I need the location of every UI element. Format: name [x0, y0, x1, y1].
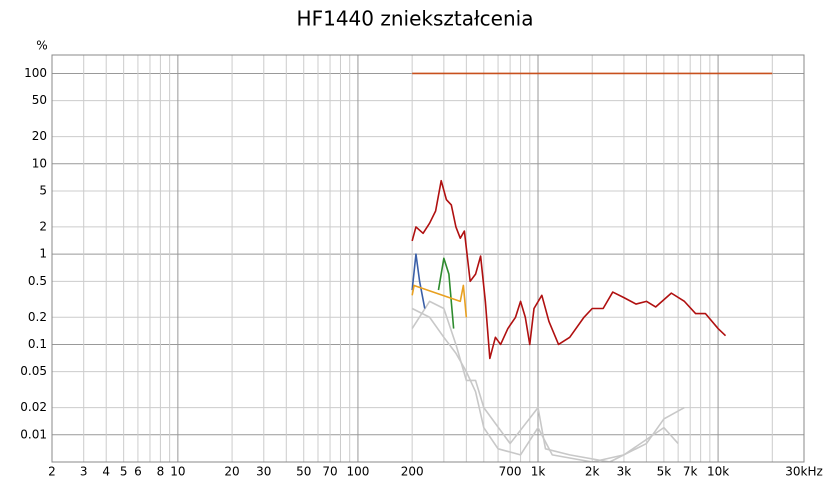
y-tick-label: 0.02	[20, 400, 47, 414]
x-tick-label: 30	[256, 465, 271, 479]
x-tick-label: 20	[224, 465, 239, 479]
x-tick-label: 3k	[617, 465, 632, 479]
x-tick-label: 8	[157, 465, 165, 479]
x-tick-label: 5	[120, 465, 128, 479]
x-tick-label: 7k	[683, 465, 698, 479]
series-line	[411, 179, 727, 360]
series-line	[411, 300, 685, 462]
plot-frame	[51, 54, 805, 463]
x-tick-label: 30kHz	[785, 465, 823, 479]
y-tick-label: 0.5	[28, 274, 47, 288]
y-tick-label: 0.05	[20, 364, 47, 378]
y-tick-label: 100	[24, 66, 47, 80]
chart-title: HF1440 zniekształcenia	[297, 7, 534, 31]
x-tick-label: 10	[170, 465, 185, 479]
y-axis-label: %	[36, 39, 47, 53]
y-tick-label: 2	[39, 219, 47, 233]
x-tick-label: 70	[322, 465, 337, 479]
x-tick-label: 1k	[531, 465, 546, 479]
x-tick-label: 3	[80, 465, 88, 479]
x-tick-label: 5k	[657, 465, 672, 479]
x-tick-label: 10k	[707, 465, 729, 479]
series-line	[411, 253, 426, 309]
x-tick-label: 100	[346, 465, 369, 479]
x-tick-label: 2	[48, 465, 56, 479]
y-tick-label: 1	[39, 247, 47, 261]
x-tick-label: 6	[134, 465, 142, 479]
y-tick-label: 5	[39, 183, 47, 197]
series-line	[411, 307, 679, 462]
plot-area	[411, 72, 773, 462]
series-line	[437, 257, 455, 329]
x-tick-label: 50	[296, 465, 311, 479]
x-tick-label: 700	[499, 465, 522, 479]
x-tick-label: 4	[102, 465, 110, 479]
y-tick-label: 10	[32, 156, 47, 170]
y-tick-label: 0.2	[28, 310, 47, 324]
y-tick-label: 50	[32, 93, 47, 107]
y-tick-label: 20	[32, 129, 47, 143]
y-tick-label: 0.01	[20, 427, 47, 441]
y-tick-label: 0.1	[28, 337, 47, 351]
x-tick-label: 200	[401, 465, 424, 479]
x-tick-label: 2k	[585, 465, 600, 479]
series-line	[411, 284, 468, 318]
